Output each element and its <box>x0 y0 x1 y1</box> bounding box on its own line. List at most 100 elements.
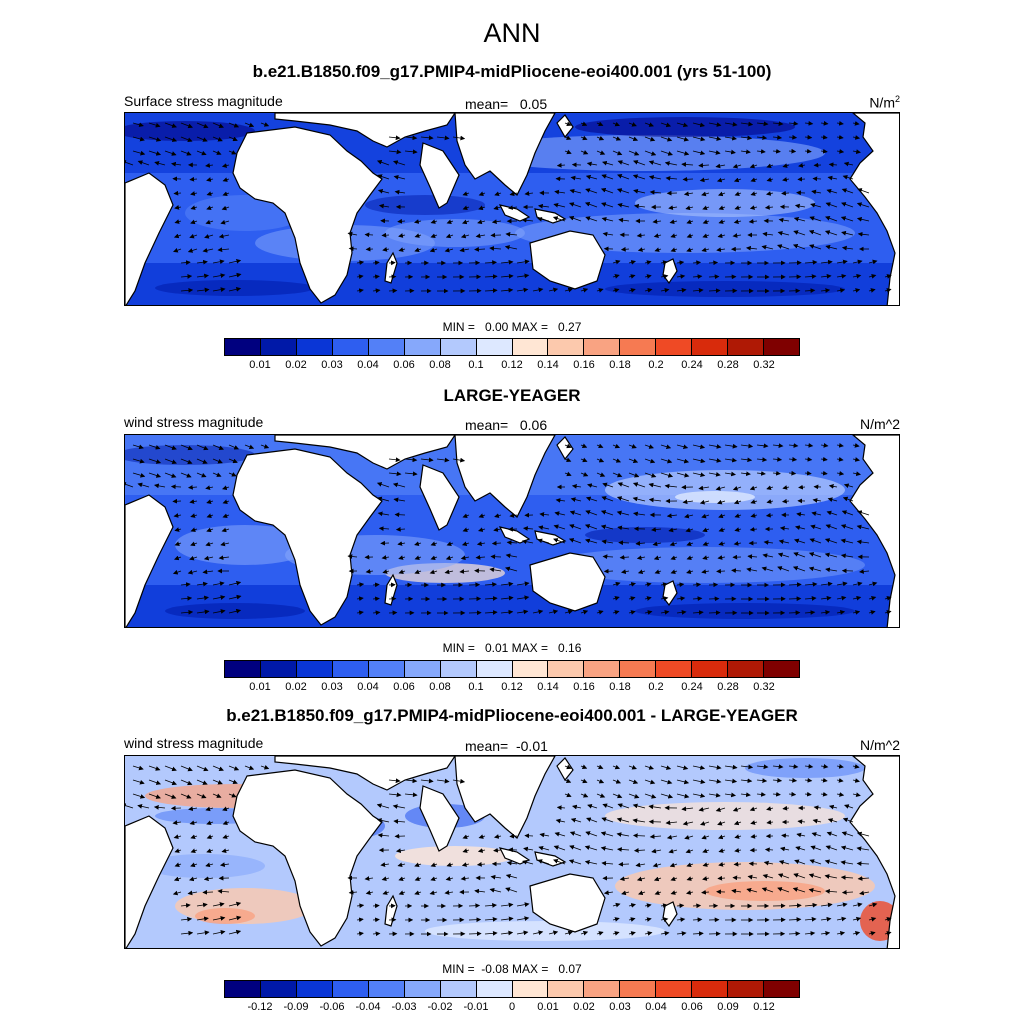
wind-vector-arrow <box>794 538 806 544</box>
colorbar-swatch <box>332 981 369 997</box>
wind-vector-arrow <box>148 472 162 478</box>
wind-vector-arrow <box>692 596 703 602</box>
wind-vector-arrow <box>644 610 653 615</box>
wind-vector-arrow <box>676 765 689 771</box>
wind-vector-arrow <box>462 191 470 196</box>
wind-vector-arrow <box>222 499 230 504</box>
wind-vector-arrow <box>708 610 721 616</box>
colorbar-tick-label: 0.02 <box>285 681 307 693</box>
wind-vector-arrow <box>132 779 145 785</box>
wind-vector-arrow <box>761 245 774 250</box>
panel-3-max-label: MAX = <box>511 962 549 976</box>
colorbar-tick-label: 0.16 <box>573 681 595 693</box>
wind-vector-arrow <box>824 230 838 236</box>
wind-vector-arrow <box>852 792 861 798</box>
wind-vector-arrow <box>180 136 193 142</box>
wind-vector-arrow <box>602 482 614 488</box>
wind-vector-arrow <box>190 541 198 547</box>
wind-vector-arrow <box>180 765 193 772</box>
wind-vector-arrow <box>616 496 630 502</box>
colorbar-tick-label: 0.18 <box>609 359 631 371</box>
wind-vector-arrow <box>670 569 678 574</box>
wind-vector-arrow <box>436 135 450 141</box>
wind-vector-arrow <box>808 566 822 572</box>
wind-vector-arrow <box>260 444 270 449</box>
wind-vector-arrow <box>475 554 486 560</box>
wind-vector-arrow <box>644 765 654 770</box>
wind-vector-arrow <box>740 792 751 798</box>
wind-vector-arrow <box>228 901 242 907</box>
wind-vector-arrow <box>468 931 482 937</box>
wind-vector-arrow <box>388 471 402 477</box>
wind-vector-arrow <box>644 793 657 799</box>
panel-1-min-label: MIN = <box>442 320 475 334</box>
wind-vector-arrow <box>414 555 422 560</box>
wind-vector-arrow <box>628 150 640 156</box>
wind-vector-arrow <box>170 484 182 490</box>
wind-vector-arrow <box>420 457 434 463</box>
wind-vector-arrow <box>460 233 470 239</box>
wind-vector-arrow <box>884 917 892 922</box>
wind-vector-arrow <box>644 931 653 936</box>
wind-vector-arrow <box>228 122 240 128</box>
wind-vector-arrow <box>644 287 653 293</box>
wind-vector-arrow <box>478 205 486 211</box>
wind-vector-arrow <box>372 596 380 602</box>
wind-vector-arrow <box>148 779 162 785</box>
wind-vector-arrow <box>836 581 848 587</box>
panel-3-min-label: MIN = <box>442 962 475 976</box>
wind-vector-arrow <box>749 485 758 491</box>
wind-vector-arrow <box>491 540 502 546</box>
wind-vector-arrow <box>603 890 614 896</box>
wind-vector-arrow <box>556 805 566 811</box>
wind-vector-arrow <box>676 903 685 909</box>
wind-vector-arrow <box>664 161 678 166</box>
wind-vector-arrow <box>164 136 178 142</box>
wind-vector-arrow <box>628 596 636 601</box>
wind-vector-arrow <box>460 555 470 561</box>
wind-vector-arrow <box>808 873 822 879</box>
colorbar-tick-label: 0.08 <box>429 359 451 371</box>
wind-vector-arrow <box>676 582 685 588</box>
wind-vector-arrow <box>505 566 518 572</box>
wind-vector-arrow <box>180 122 193 129</box>
wind-vector-arrow <box>733 177 742 183</box>
wind-vector-arrow <box>548 609 559 615</box>
wind-vector-arrow <box>682 499 694 505</box>
wind-vector-arrow <box>686 247 694 253</box>
wind-vector-arrow <box>682 820 694 826</box>
wind-vector-arrow <box>756 149 766 154</box>
wind-vector-arrow <box>670 233 678 238</box>
wind-vector-arrow <box>392 804 406 809</box>
wind-vector-arrow <box>750 499 758 504</box>
wind-vector-arrow <box>460 876 470 881</box>
panel-2-title: LARGE-YEAGER <box>443 386 581 405</box>
wind-vector-arrow <box>718 191 726 197</box>
wind-vector-arrow <box>500 259 514 265</box>
wind-vector-arrow <box>459 247 470 253</box>
wind-vector-arrow <box>190 219 198 225</box>
wind-vector-arrow <box>196 902 208 908</box>
wind-vector-arrow <box>180 274 193 279</box>
wind-vector-arrow <box>509 191 518 197</box>
wind-vector-arrow <box>404 149 418 155</box>
wind-vector-arrow <box>676 472 690 478</box>
wind-vector-arrow <box>644 779 656 785</box>
wind-vector-arrow <box>884 931 892 936</box>
wind-vector-arrow <box>196 287 210 293</box>
colorbar-tick-label: 0.08 <box>429 681 451 693</box>
wind-vector-arrow <box>180 930 194 936</box>
wind-vector-arrow <box>793 873 806 879</box>
wind-vector-arrow <box>404 471 418 477</box>
wind-vector-arrow <box>698 485 710 491</box>
wind-vector-arrow <box>618 540 630 546</box>
wind-vector-arrow <box>804 610 816 615</box>
wind-vector-arrow <box>748 219 758 224</box>
panel-3-mean: mean= -0.01 <box>465 738 548 754</box>
wind-vector-arrow <box>740 135 753 141</box>
wind-vector-arrow <box>635 541 646 546</box>
wind-vector-arrow <box>708 150 721 155</box>
wind-vector-arrow <box>884 610 892 615</box>
wind-vector-arrow <box>812 818 822 824</box>
wind-vector-arrow <box>180 260 191 265</box>
